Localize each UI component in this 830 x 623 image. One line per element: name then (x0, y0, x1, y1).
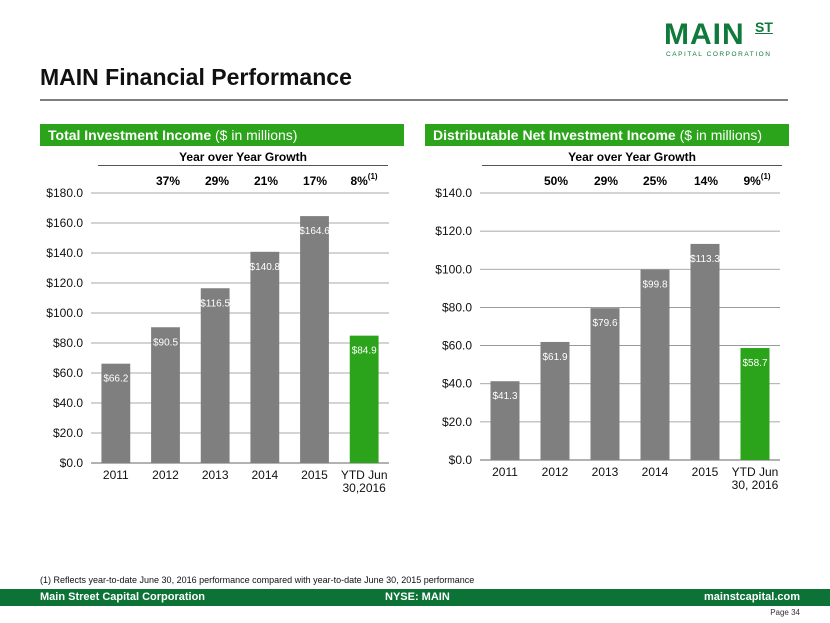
right-chart-data-label: $41.3 (492, 391, 517, 402)
right-chart-x-tick-label: 2012 (542, 465, 569, 479)
left-growth-2015: 17% (302, 174, 328, 188)
right-chart-x-tick-label: 30, 2016 (732, 478, 779, 492)
right-growth-footnote-marker: (1) (760, 172, 771, 181)
footer-ticker: NYSE: MAIN (385, 591, 450, 603)
right-chart-data-label: $61.9 (542, 352, 567, 363)
left-chart-x-tick-label: 30,2016 (342, 481, 386, 495)
left-chart-x-tick-label: 2012 (152, 468, 179, 482)
left-chart-data-label: $84.9 (352, 346, 377, 357)
right-yoy-rule (482, 165, 782, 166)
right-chart-y-tick-label: $0.0 (449, 453, 473, 467)
right-growth-2012: 50% (543, 174, 569, 188)
left-growth-ytd-value: 8% (350, 174, 368, 188)
right-chart-y-tick-label: $80.0 (442, 300, 472, 314)
right-chart-x-tick-label: 2015 (692, 465, 719, 479)
right-chart-x-tick-label: 2011 (492, 465, 518, 479)
right-chart-y-tick-label: $140.0 (435, 186, 472, 200)
left-chart-bar (250, 251, 280, 463)
page-number: Page 34 (770, 608, 800, 617)
right-chart-bar (540, 341, 570, 460)
left-chart-y-tick-label: $140.0 (46, 246, 83, 260)
left-chart-bar (101, 363, 131, 463)
right-chart-data-label: $113.3 (690, 254, 720, 265)
page-title: MAIN Financial Performance (40, 64, 352, 90)
left-growth-ytd: 8%(1) (342, 172, 386, 188)
right-chart-x-tick-label: YTD Jun (732, 465, 779, 479)
left-chart-y-tick-label: $100.0 (46, 306, 83, 320)
main-street-logo: MAIN ST CAPITAL CORPORATION (664, 20, 780, 62)
right-chart-x-tick-label: 2013 (592, 465, 619, 479)
right-chart-bar (490, 381, 520, 460)
left-panel-header-title: Total Investment Income (48, 127, 212, 143)
right-yoy-title: Year over Year Growth (568, 150, 696, 164)
left-panel-header: Total Investment Income ($ in millions) (40, 124, 404, 146)
left-chart-bar (151, 327, 180, 463)
left-growth-footnote-marker: (1) (367, 172, 378, 181)
left-chart-x-tick-label: 2011 (103, 468, 129, 482)
footer-bar: Main Street Capital Corporation NYSE: MA… (0, 589, 830, 606)
right-chart-bar (740, 348, 770, 460)
total-investment-income-chart: $0.0 $20.0 $40.0 $60.0 $80.0 $100.0 $120.0 $140… (46, 186, 389, 495)
left-growth-2014: 21% (253, 174, 279, 188)
left-chart-data-label: $90.5 (153, 337, 178, 348)
left-panel-header-unit: ($ in millions) (211, 127, 298, 143)
left-yoy-rule (98, 165, 388, 166)
left-chart-data-label: $66.2 (103, 374, 128, 385)
right-chart-x-tick-label: 2014 (642, 465, 669, 479)
right-panel-header-unit: ($ in millions) (675, 127, 763, 143)
distributable-nii-chart: $0.0 $20.0 $40.0 $60.0 $80.0 $100.0 $120.0 $140… (435, 186, 780, 492)
left-chart-x-tick-label: 2014 (251, 468, 278, 482)
right-chart-y-tick-label: $40.0 (442, 377, 472, 391)
left-yoy-title: Year over Year Growth (179, 150, 307, 164)
left-growth-2012: 37% (155, 174, 181, 188)
right-growth-2014: 25% (642, 174, 668, 188)
right-chart-y-tick-label: $100.0 (435, 262, 472, 276)
right-chart-data-label: $79.6 (592, 318, 617, 329)
left-chart-x-tick-label: 2013 (202, 468, 229, 482)
footnote: (1) Reflects year-to-date June 30, 2016 … (40, 575, 475, 585)
left-chart-y-tick-label: $180.0 (46, 186, 83, 200)
left-chart-bar (200, 288, 230, 463)
left-chart-y-tick-label: $80.0 (53, 336, 83, 350)
left-chart-y-tick-label: $60.0 (53, 366, 83, 380)
right-chart-y-tick-label: $20.0 (442, 415, 472, 429)
logo-subtitle: CAPITAL CORPORATION (666, 51, 772, 58)
right-growth-ytd: 9%(1) (735, 172, 779, 188)
logo-wordmark: MAIN (664, 18, 745, 51)
right-chart-y-tick-label: $120.0 (435, 224, 472, 238)
right-panel-header: Distributable Net Investment Income ($ i… (425, 124, 789, 146)
left-chart-data-label: $116.5 (200, 298, 230, 309)
left-chart-x-tick-label: YTD Jun (341, 468, 388, 482)
right-chart-bar (690, 243, 720, 460)
left-chart-y-tick-label: $20.0 (53, 426, 83, 440)
logo-superscript: ST (755, 19, 773, 35)
left-chart-bar (349, 335, 379, 463)
right-growth-ytd-value: 9% (743, 174, 761, 188)
right-chart-data-label: $99.8 (642, 280, 667, 291)
right-chart-bar (640, 269, 670, 460)
right-panel-header-title: Distributable Net Investment Income (433, 127, 676, 143)
footer-website[interactable]: mainstcapital.com (704, 591, 800, 603)
left-chart-bar (300, 216, 329, 463)
right-chart-data-label: $58.7 (742, 358, 767, 369)
left-chart-data-label: $140.8 (250, 262, 281, 273)
left-chart-y-tick-label: $40.0 (53, 396, 83, 410)
left-chart-y-tick-label: $0.0 (60, 456, 84, 470)
right-growth-2015: 14% (693, 174, 719, 188)
footer-company: Main Street Capital Corporation (40, 591, 206, 603)
left-growth-2013: 29% (204, 174, 230, 188)
right-chart-y-tick-label: $60.0 (442, 339, 472, 353)
right-chart-bar (590, 308, 620, 460)
left-chart-x-tick-label: 2015 (301, 468, 328, 482)
right-growth-2013: 29% (593, 174, 619, 188)
title-divider (40, 99, 788, 101)
left-chart-y-tick-label: $160.0 (46, 216, 83, 230)
left-chart-y-tick-label: $120.0 (46, 276, 83, 290)
left-chart-data-label: $164.6 (299, 226, 330, 237)
